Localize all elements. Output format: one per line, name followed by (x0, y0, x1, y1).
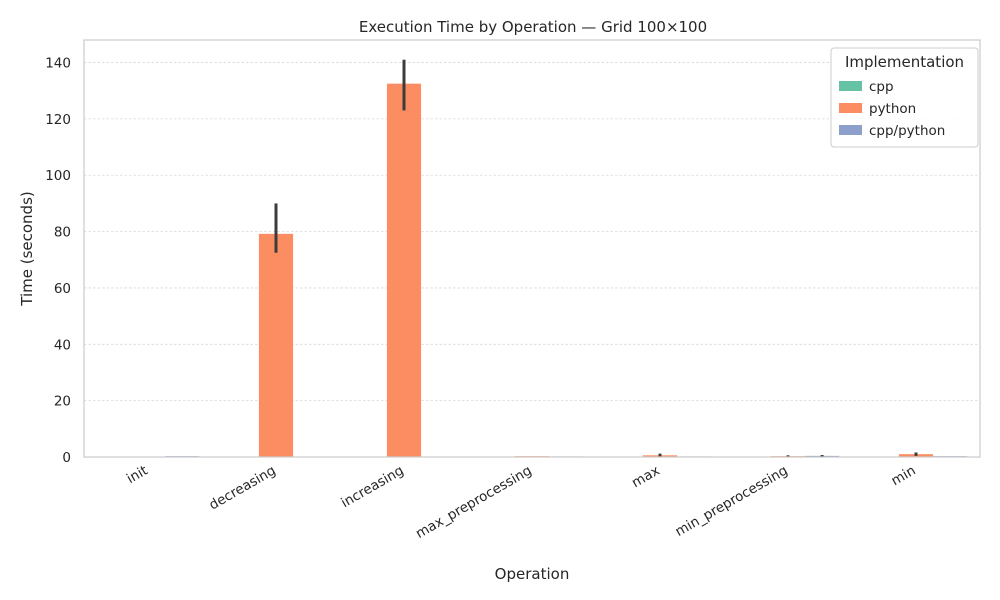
y-tick-label: 100 (45, 168, 71, 184)
legend-swatch (839, 103, 862, 113)
y-tick-label: 140 (45, 56, 71, 72)
bars (96, 83, 968, 458)
legend-label: python (869, 101, 916, 117)
legend-swatch (839, 125, 862, 135)
chart-title: Execution Time by Operation — Grid 100×1… (359, 18, 707, 36)
error-bars (274, 59, 918, 457)
legend-label: cpp (869, 79, 894, 95)
bar-python-increasing (386, 83, 422, 457)
legend: Implementation cpp python cpp/python (830, 47, 979, 148)
y-tick-label: 0 (62, 450, 71, 466)
y-tick-label: 60 (54, 281, 71, 297)
bar-python-decreasing (258, 233, 294, 457)
y-tick-label: 120 (45, 112, 71, 128)
plot-frame (83, 39, 981, 458)
legend-box (830, 47, 979, 148)
legend-title: Implementation (845, 53, 964, 71)
x-axis-title: Operation (495, 565, 570, 583)
y-axis-ticks: 0 20 40 60 80 100 120 140 (45, 56, 71, 466)
y-axis-title: Time (seconds) (18, 191, 36, 307)
y-tick-label: 20 (54, 394, 71, 410)
legend-label: cpp/python (869, 123, 945, 139)
legend-swatch (839, 81, 862, 91)
y-tick-label: 80 (54, 225, 71, 241)
y-tick-label: 40 (54, 337, 71, 353)
